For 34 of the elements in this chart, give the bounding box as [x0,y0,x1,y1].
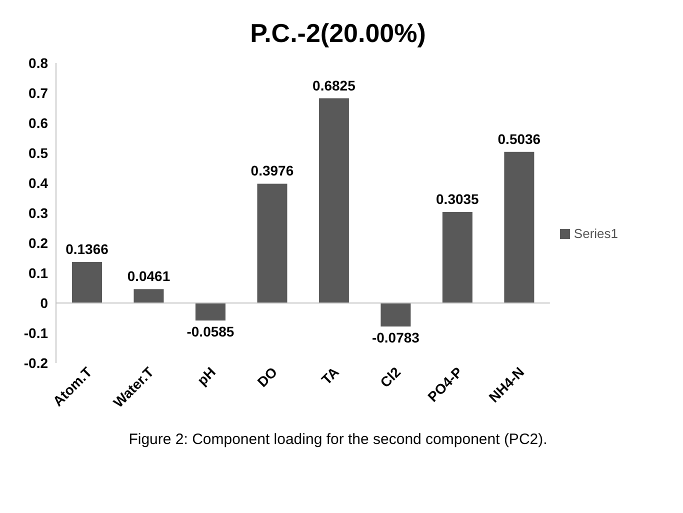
bar [318,98,349,303]
data-label: 0.6825 [312,77,356,94]
y-tick-label: 0 [40,294,48,311]
y-tick-label: 0.5 [28,144,48,161]
y-tick-label: 0.1 [28,264,48,281]
x-tick-label: Cl2 [376,364,404,391]
data-label: 0.1366 [66,241,109,258]
y-tick-label: 0.8 [28,54,48,71]
data-label: -0.0783 [372,329,420,346]
x-tick-label: pH [194,364,218,388]
y-tick-label: -0.1 [24,324,48,341]
bar [257,184,288,303]
data-label: 0.5036 [498,130,541,147]
y-tick-label: 0.3 [28,204,48,221]
x-tick-label: TA [318,364,342,388]
bar [72,262,102,303]
data-label: 0.3976 [250,162,294,179]
bar [380,303,411,326]
y-tick-label: 0.6 [28,114,48,131]
bar [134,289,164,303]
x-tick-label: DO [254,364,280,390]
y-tick-label: 0.7 [28,84,48,101]
bar [442,212,472,303]
y-tick-label: -0.2 [24,354,48,371]
data-label: 0.0461 [127,268,170,284]
y-tick-label: 0.4 [28,174,48,191]
bar [504,152,534,303]
data-label: -0.0585 [186,324,234,340]
y-tick-label: 0.2 [28,234,48,251]
chart-title: P.C.-2(20.00%) [249,18,427,49]
data-label: 0.3035 [436,190,480,207]
caption: Figure 2: Component loading for the second component (PC2). [128,431,548,448]
legend-label: Series1 [574,226,618,240]
bar [195,303,226,321]
